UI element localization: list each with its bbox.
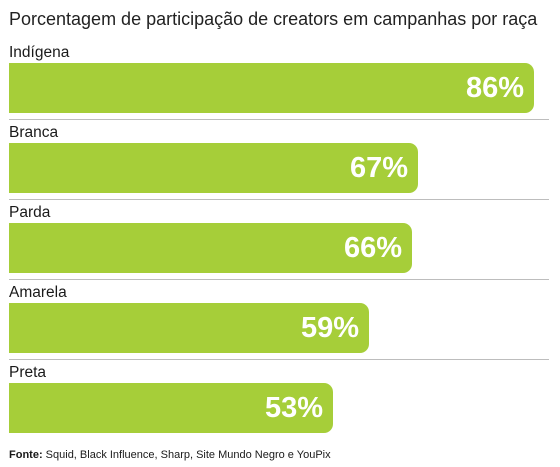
bar	[9, 303, 369, 353]
bar-value-label: 86%	[465, 72, 524, 104]
category-label: Parda	[9, 204, 51, 221]
row-divider	[9, 119, 549, 120]
source-label: Fonte:	[9, 449, 43, 461]
bar-value-label: 59%	[300, 312, 359, 344]
row-divider	[9, 359, 549, 360]
bar-value-label: 53%	[264, 392, 323, 424]
chart-title: Porcentagem de participação de creators …	[9, 9, 538, 29]
category-label: Indígena	[9, 44, 70, 61]
bar	[9, 383, 333, 433]
bar	[9, 223, 412, 273]
category-label: Branca	[9, 124, 59, 141]
category-label: Amarela	[9, 284, 67, 301]
row-divider	[9, 199, 549, 200]
source-note: Fonte: Squid, Black Influence, Sharp, Si…	[9, 449, 331, 461]
category-label: Preta	[9, 364, 47, 381]
row-divider	[9, 279, 549, 280]
source-text: Squid, Black Influence, Sharp, Site Mund…	[45, 449, 331, 461]
bar-value-label: 67%	[349, 152, 408, 184]
bar	[9, 63, 534, 113]
bar-value-label: 66%	[343, 232, 402, 264]
bar	[9, 143, 418, 193]
